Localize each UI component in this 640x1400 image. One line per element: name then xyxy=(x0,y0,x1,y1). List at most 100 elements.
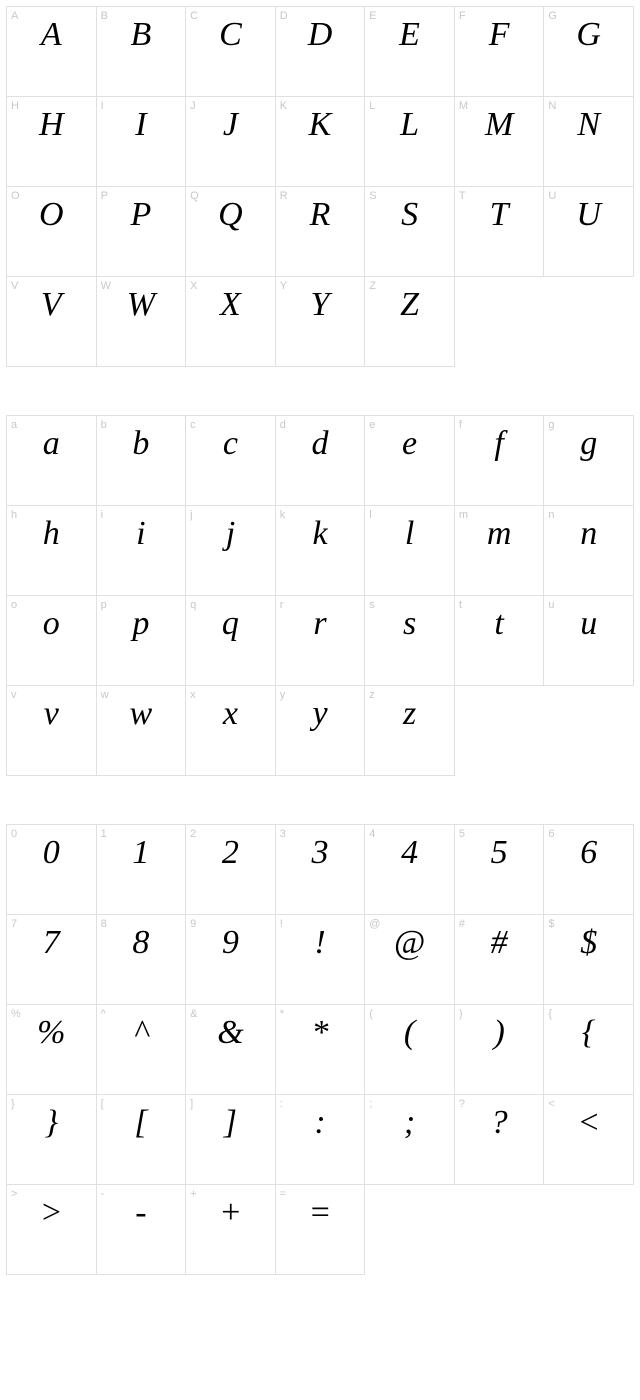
glyph-cell: }} xyxy=(7,1095,97,1185)
glyph-char: S xyxy=(365,195,454,236)
glyph-char: o xyxy=(7,604,96,645)
glyph-char: G xyxy=(544,15,633,56)
glyph-char: + xyxy=(186,1193,275,1234)
glyph-cell: 00 xyxy=(7,825,97,915)
glyph-cell: {{ xyxy=(544,1005,634,1095)
glyph-char: a xyxy=(7,424,96,465)
glyph-char: 4 xyxy=(365,833,454,874)
glyph-cell: 77 xyxy=(7,915,97,1005)
glyph-cell: ss xyxy=(365,596,455,686)
glyph-cell: ## xyxy=(455,915,545,1005)
glyph-char: L xyxy=(365,105,454,146)
glyph-cell: JJ xyxy=(186,97,276,187)
glyph-char: E xyxy=(365,15,454,56)
glyph-char: h xyxy=(7,514,96,555)
glyph-cell: ^^ xyxy=(97,1005,187,1095)
glyph-cell: DD xyxy=(276,7,366,97)
glyph-char: F xyxy=(455,15,544,56)
glyph-char: K xyxy=(276,105,365,146)
glyph-char: i xyxy=(97,514,186,555)
glyph-char: ] xyxy=(186,1103,275,1144)
glyph-char: [ xyxy=(97,1103,186,1144)
glyph-char: 3 xyxy=(276,833,365,874)
glyph-cell: qq xyxy=(186,596,276,686)
glyph-cell: GG xyxy=(544,7,634,97)
section-symbols: 00112233445566778899!!@@##$$%%^^&&**(())… xyxy=(6,824,634,1275)
glyph-cell: QQ xyxy=(186,187,276,277)
glyph-cell: ll xyxy=(365,506,455,596)
glyph-cell: !! xyxy=(276,915,366,1005)
glyph-cell: 11 xyxy=(97,825,187,915)
glyph-cell: yy xyxy=(276,686,366,776)
glyph-char: > xyxy=(7,1193,96,1234)
glyph-cell: NN xyxy=(544,97,634,187)
glyph-char: $ xyxy=(544,923,633,964)
glyph-cell: ?? xyxy=(455,1095,545,1185)
glyph-char: = xyxy=(276,1193,365,1234)
glyph-cell: (( xyxy=(365,1005,455,1095)
empty-cell xyxy=(455,277,545,367)
glyph-cell: %% xyxy=(7,1005,97,1095)
glyph-cell: 55 xyxy=(455,825,545,915)
glyph-char: M xyxy=(455,105,544,146)
glyph-char: j xyxy=(186,514,275,555)
glyph-cell: kk xyxy=(276,506,366,596)
section-lowercase: aabbccddeeffgghhiijjkkllmmnnooppqqrrsstt… xyxy=(6,415,634,776)
glyph-char: u xyxy=(544,604,633,645)
glyph-char: w xyxy=(97,694,186,735)
glyph-cell: dd xyxy=(276,416,366,506)
glyph-cell: KK xyxy=(276,97,366,187)
empty-cell xyxy=(544,1185,634,1275)
glyph-char: A xyxy=(7,15,96,56)
glyph-char: & xyxy=(186,1013,275,1054)
glyph-cell: [[ xyxy=(97,1095,187,1185)
glyph-char: g xyxy=(544,424,633,465)
glyph-cell: LL xyxy=(365,97,455,187)
glyph-cell: SS xyxy=(365,187,455,277)
glyph-char: x xyxy=(186,694,275,735)
glyph-char: Z xyxy=(365,285,454,326)
glyph-char: J xyxy=(186,105,275,146)
glyph-char: Q xyxy=(186,195,275,236)
glyph-cell: $$ xyxy=(544,915,634,1005)
glyph-cell: ZZ xyxy=(365,277,455,367)
glyph-char: ) xyxy=(455,1013,544,1054)
glyph-cell: II xyxy=(97,97,187,187)
glyph-char: 5 xyxy=(455,833,544,874)
glyph-cell: EE xyxy=(365,7,455,97)
glyph-char: d xyxy=(276,424,365,465)
glyph-cell: ]] xyxy=(186,1095,276,1185)
glyph-cell: PP xyxy=(97,187,187,277)
glyph-char: } xyxy=(7,1103,96,1144)
glyph-cell: bb xyxy=(97,416,187,506)
glyph-cell: ee xyxy=(365,416,455,506)
glyph-char: 0 xyxy=(7,833,96,874)
glyph-char: b xyxy=(97,424,186,465)
glyph-cell: :: xyxy=(276,1095,366,1185)
glyph-cell: cc xyxy=(186,416,276,506)
glyph-cell: << xyxy=(544,1095,634,1185)
glyph-char: l xyxy=(365,514,454,555)
glyph-char: c xyxy=(186,424,275,465)
glyph-cell: >> xyxy=(7,1185,97,1275)
glyph-char: H xyxy=(7,105,96,146)
glyph-cell: mm xyxy=(455,506,545,596)
glyph-char: ^ xyxy=(97,1013,186,1054)
glyph-char: - xyxy=(97,1193,186,1234)
glyph-cell: @@ xyxy=(365,915,455,1005)
empty-cell xyxy=(455,686,545,776)
glyph-cell: nn xyxy=(544,506,634,596)
glyph-cell: tt xyxy=(455,596,545,686)
glyph-cell: ** xyxy=(276,1005,366,1095)
glyph-char: 2 xyxy=(186,833,275,874)
glyph-cell: CC xyxy=(186,7,276,97)
glyph-char: 6 xyxy=(544,833,633,874)
empty-cell xyxy=(365,1185,455,1275)
glyph-cell: RR xyxy=(276,187,366,277)
glyph-char: 7 xyxy=(7,923,96,964)
empty-cell xyxy=(455,1185,545,1275)
glyph-cell: UU xyxy=(544,187,634,277)
glyph-char: v xyxy=(7,694,96,735)
glyph-char: B xyxy=(97,15,186,56)
glyph-cell: VV xyxy=(7,277,97,367)
